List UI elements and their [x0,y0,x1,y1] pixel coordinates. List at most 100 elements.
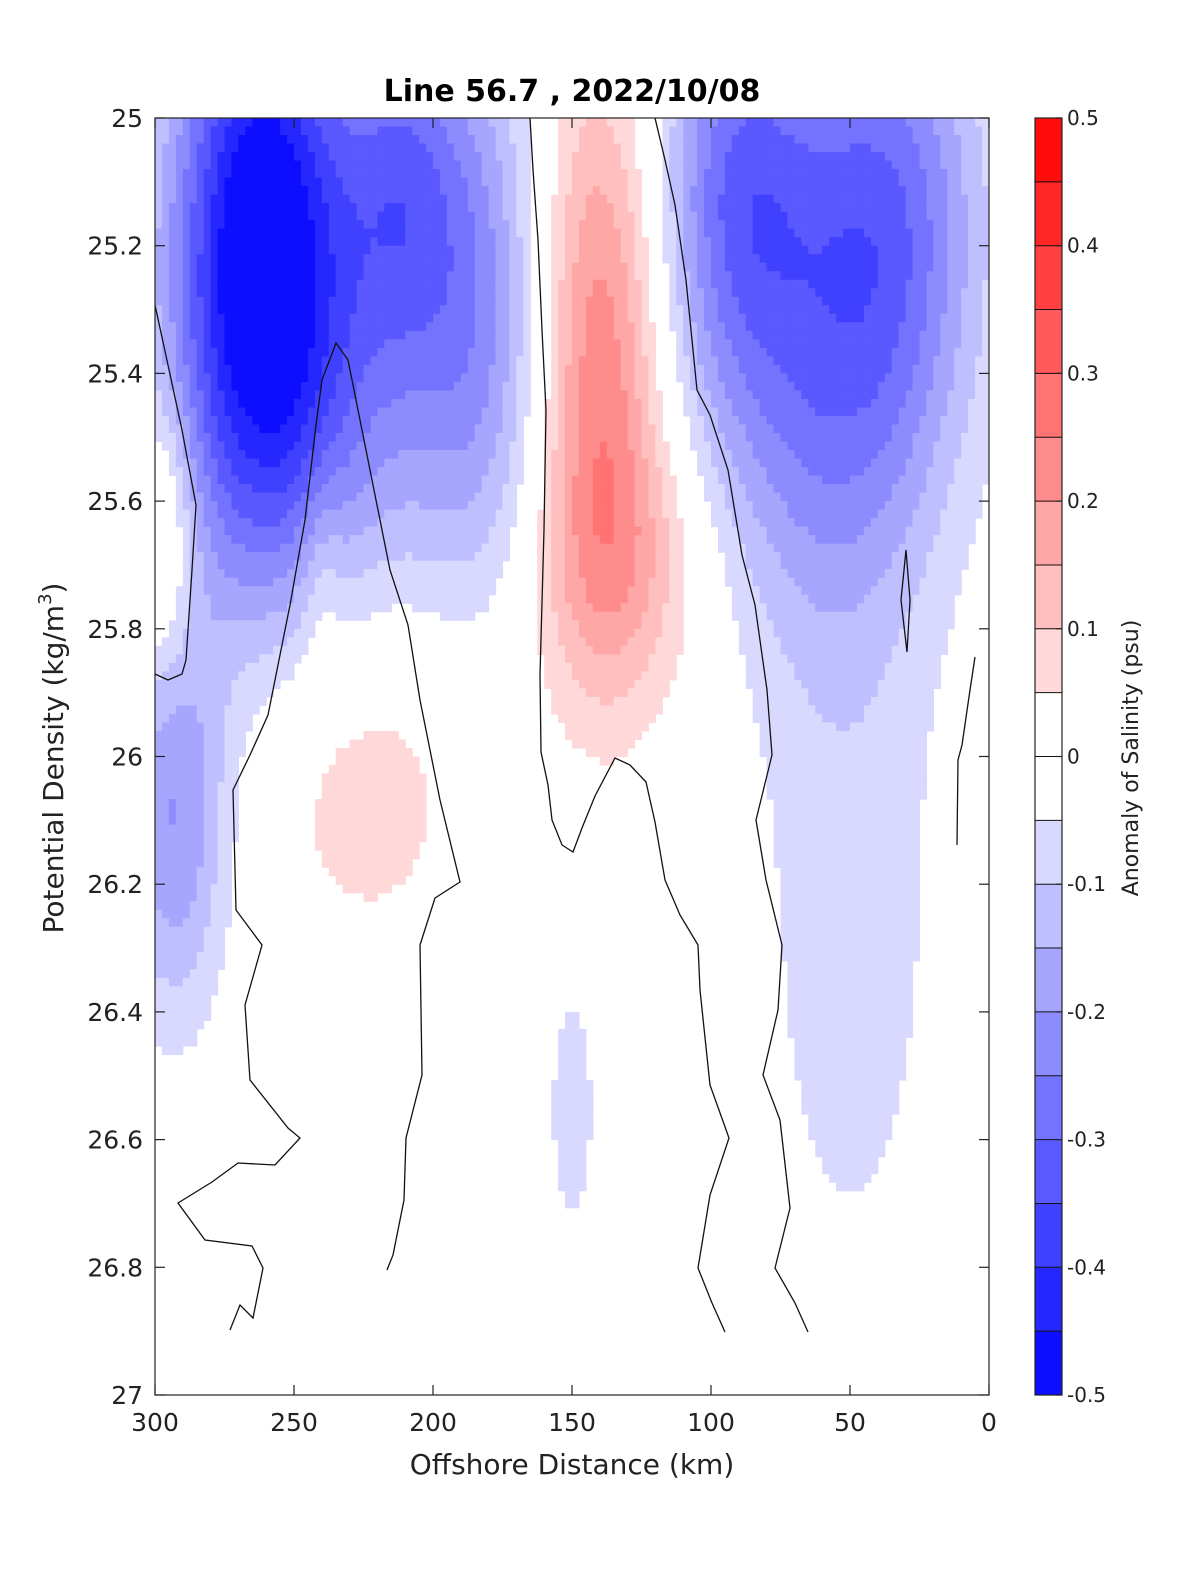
field-cell [439,415,448,426]
field-cell [731,441,740,451]
field-cell [898,211,907,221]
field-cell [843,407,851,417]
field-cell [808,279,816,289]
field-cell [759,254,768,264]
field-cell [801,177,809,187]
field-cell [224,305,233,315]
field-cell [231,458,239,468]
field-cell [613,143,622,153]
field-cell [252,330,260,340]
field-cell [801,220,809,230]
field-cell [307,407,316,417]
field-cell [238,160,246,170]
field-cell [356,339,365,349]
field-cell [203,279,212,289]
field-cell [717,347,726,357]
field-cell [836,254,844,264]
field-cell [217,279,226,289]
field-cell [238,211,246,221]
field-cell [898,271,907,281]
field-cell [641,415,650,426]
field-cell [648,373,656,383]
field-cell [662,245,670,255]
field-cell [433,279,441,289]
field-cell [912,143,921,153]
field-cell [724,390,733,400]
field-cell [266,322,274,332]
field-cell [565,271,573,281]
field-cell [433,143,441,153]
field-cell [300,152,309,162]
field-cell [704,194,712,204]
field-cell [182,237,191,247]
field-cell [155,415,163,426]
field-cell [863,177,872,187]
field-cell [509,432,517,443]
field-cell [627,160,636,170]
field-cell [905,203,914,213]
field-cell [954,398,962,409]
field-cell [426,169,434,179]
field-cell [155,152,163,162]
field-cell [877,305,886,315]
field-cell [502,415,511,426]
field-cell [592,203,601,213]
field-cell [217,475,226,485]
field-cell [870,296,879,306]
field-cell [572,254,580,264]
field-cell [683,254,691,264]
field-cell [363,262,372,272]
field-cell [690,424,698,434]
field-cell [982,228,989,238]
field-cell [398,475,406,485]
field-cell [259,475,267,485]
field-cell [412,424,420,434]
field-cell [321,398,330,409]
field-cell [224,415,233,426]
field-cell [704,262,712,272]
field-cell [690,220,698,230]
field-cell [634,356,643,366]
field-cell [961,220,969,230]
field-cell [877,126,886,136]
field-cell [794,432,802,443]
field-cell [669,126,677,136]
field-cell [572,118,580,128]
field-cell [460,381,469,392]
field-cell [370,407,378,417]
field-cell [439,484,448,494]
field-cell [523,160,531,170]
field-cell [419,313,427,323]
field-cell [231,135,239,145]
field-cell [787,228,795,238]
field-cell [467,135,476,145]
field-cell [843,177,851,187]
field-cell [912,458,921,468]
field-cell [370,143,378,153]
field-cell [870,262,879,272]
field-cell [398,424,406,434]
field-cell [982,339,989,349]
field-cell [669,475,677,485]
field-cell [794,237,802,247]
field-cell [335,330,344,340]
field-cell [683,220,691,230]
field-cell [155,322,163,332]
field-cell [300,424,309,434]
field-cell [391,118,399,128]
field-cell [210,288,219,298]
field-cell [439,203,448,213]
field-cell [453,279,462,289]
field-cell [870,390,879,400]
field-cell [287,152,295,162]
field-cell [856,118,865,128]
field-cell [801,347,809,357]
field-cell [780,228,789,238]
field-cell [801,118,809,128]
field-cell [266,475,274,485]
field-cell [870,364,879,374]
field-cell [724,330,733,340]
field-cell [856,432,865,443]
field-cell [697,288,705,298]
field-cell [731,279,740,289]
